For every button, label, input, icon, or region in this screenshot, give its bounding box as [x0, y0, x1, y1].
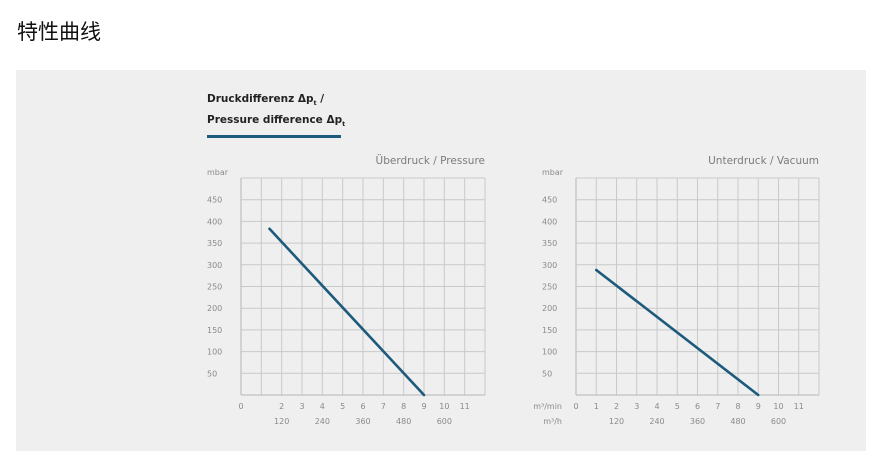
heading-de-suffix: /	[316, 93, 325, 105]
pressure-x-tick-label: 0	[238, 402, 243, 411]
vacuum-y-unit: mbar	[542, 168, 564, 177]
vacuum-x-tick-label: 5	[675, 402, 680, 411]
vacuum-x2-unit: m³/h	[543, 417, 562, 426]
vacuum-x2-tick-label: 240	[649, 417, 664, 426]
vacuum-x-tick-label: 1	[594, 402, 599, 411]
vacuum-x2-tick-label: 120	[609, 417, 624, 426]
pressure-y-tick-label: 350	[207, 239, 222, 248]
pressure-y-tick-label: 450	[207, 196, 222, 205]
vacuum-y-tick-label: 300	[542, 261, 557, 270]
heading-line-en: Pressure difference Δpt	[207, 112, 345, 133]
vacuum-x-unit: m³/min	[533, 402, 562, 411]
pressure-x2-tick-label: 480	[396, 417, 411, 426]
heading-en-text: Pressure difference Δp	[207, 114, 343, 127]
pressure-x-tick-label: 8	[401, 402, 406, 411]
vacuum-x2-tick-label: 480	[730, 417, 745, 426]
vacuum-chart-title: Unterdruck / Vacuum	[708, 155, 819, 167]
vacuum-x-tick-label: 9	[756, 402, 761, 411]
pressure-y-tick-label: 400	[207, 217, 222, 226]
pressure-x-tick-label: 3	[299, 402, 304, 411]
pressure-y-tick-label: 200	[207, 304, 222, 313]
vacuum-x-tick-label: 6	[695, 402, 700, 411]
pressure-x-tick-label: 5	[340, 402, 345, 411]
vacuum-x-tick-label: 4	[654, 402, 659, 411]
pressure-x-tick-label: 11	[460, 402, 470, 411]
heading-de-text: Druckdifferenz Δp	[207, 93, 314, 105]
vacuum-chart: 50100150200250300350400450mbarUnterdruck…	[533, 155, 820, 426]
chart-heading: Druckdifferenz Δpt / Pressure difference…	[207, 91, 345, 133]
pressure-y-unit: mbar	[207, 168, 229, 177]
vacuum-x-tick-label: 2	[614, 402, 619, 411]
vacuum-y-tick-label: 350	[542, 239, 557, 248]
vacuum-y-tick-label: 200	[542, 304, 557, 313]
pressure-series-line	[268, 227, 426, 397]
vacuum-y-tick-label: 400	[542, 217, 557, 226]
pressure-x2-tick-label: 120	[274, 417, 289, 426]
vacuum-y-tick-label: 100	[542, 348, 557, 357]
vacuum-x-tick-label: 8	[735, 402, 740, 411]
pressure-y-tick-label: 100	[207, 348, 222, 357]
heading-underline	[207, 135, 341, 138]
pressure-chart: 50100150200250300350400450mbarÜberdruck …	[207, 154, 486, 426]
pressure-x-tick-label: 6	[360, 402, 365, 411]
pressure-x-tick-label: 9	[421, 402, 426, 411]
heading-line-de: Druckdifferenz Δpt /	[207, 91, 345, 112]
pressure-x2-tick-label: 360	[355, 417, 370, 426]
charts-canvas: 50100150200250300350400450mbarÜberdruck …	[207, 154, 820, 426]
vacuum-x-tick-label: 3	[634, 402, 639, 411]
vacuum-series-line	[594, 268, 760, 397]
page-title: 特性曲线	[17, 20, 101, 44]
vacuum-x-tick-label: 10	[773, 402, 783, 411]
chart-panel: Druckdifferenz Δpt / Pressure difference…	[16, 70, 866, 451]
pressure-y-tick-label: 50	[207, 369, 217, 378]
pressure-x-tick-label: 2	[279, 402, 284, 411]
heading-en-sub: t	[342, 120, 346, 129]
pressure-x-tick-label: 10	[439, 402, 449, 411]
vacuum-y-tick-label: 250	[542, 283, 557, 292]
pressure-y-tick-label: 150	[207, 326, 222, 335]
vacuum-y-tick-label: 50	[542, 369, 552, 378]
pressure-y-tick-label: 300	[207, 261, 222, 270]
pressure-chart-title: Überdruck / Pressure	[376, 154, 485, 167]
pressure-x2-tick-label: 240	[315, 417, 330, 426]
heading-de-sub: t	[313, 99, 317, 108]
pressure-y-tick-label: 250	[207, 283, 222, 292]
vacuum-x2-tick-label: 600	[771, 417, 786, 426]
pressure-x2-tick-label: 600	[437, 417, 452, 426]
vacuum-y-tick-label: 150	[542, 326, 557, 335]
vacuum-x-tick-label: 0	[573, 402, 578, 411]
vacuum-x2-tick-label: 360	[690, 417, 705, 426]
vacuum-x-tick-label: 7	[715, 402, 720, 411]
vacuum-x-tick-label: 11	[794, 402, 804, 411]
pressure-x-tick-label: 4	[320, 402, 325, 411]
vacuum-y-tick-label: 450	[542, 196, 557, 205]
pressure-x-tick-label: 7	[381, 402, 386, 411]
